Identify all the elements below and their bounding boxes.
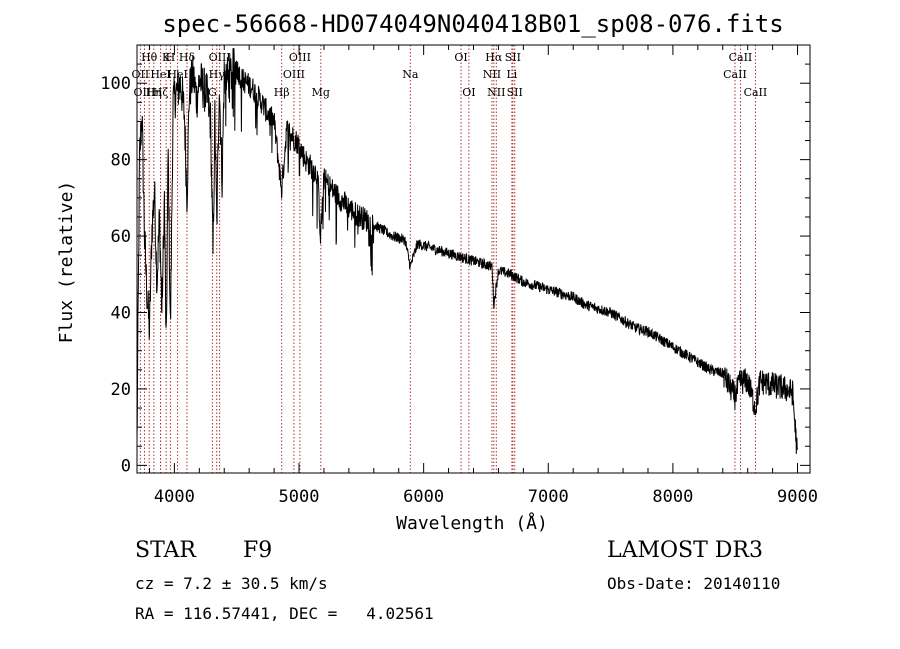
spectral-line-label: Hζ bbox=[153, 86, 169, 99]
y-tick-label: 40 bbox=[111, 304, 131, 324]
y-tick-label: 60 bbox=[111, 227, 131, 247]
spectral-line-label: Mg bbox=[312, 86, 330, 99]
x-axis-ticks: 4000 5000 6000 7000 8000 9000 bbox=[148, 45, 818, 507]
x-tick-label: 9000 bbox=[777, 487, 818, 507]
spectral-line-label: CaII bbox=[729, 51, 753, 64]
x-tick-label: 7000 bbox=[528, 487, 569, 507]
spectral-line-label: NII bbox=[487, 86, 505, 99]
y-tick-label: 20 bbox=[111, 380, 131, 400]
object-subclass: F9 bbox=[243, 538, 273, 563]
spectral-line-label: Li bbox=[506, 68, 517, 81]
spectral-line-label: CaII bbox=[723, 68, 747, 81]
chart-title: spec-56668-HD074049N040418B01_sp08-076.f… bbox=[162, 10, 783, 38]
y-tick-label: 0 bbox=[121, 456, 131, 476]
spectral-line-labels: HθOIIOIIIKHHeIHηHζHδHeIOIIIHγGOIIIOIIIHβ… bbox=[132, 51, 768, 99]
spectral-line-label: OIII bbox=[283, 68, 305, 81]
y-axis-ticks: 0 20 40 60 80 100 bbox=[100, 63, 810, 476]
spectral-line-label: Na bbox=[402, 68, 419, 81]
x-tick-label: 6000 bbox=[403, 487, 444, 507]
y-tick-label: 100 bbox=[100, 74, 131, 94]
spectral-line-label: Hβ bbox=[274, 86, 290, 99]
spectral-line-label: G bbox=[208, 86, 217, 99]
spectral-line-label: OI bbox=[462, 86, 475, 99]
observation-date: Obs-Date: 20140110 bbox=[607, 574, 781, 593]
spectrum-line bbox=[136, 47, 798, 455]
spectral-line-label: OIII bbox=[289, 51, 311, 64]
spectral-line-label: SII bbox=[505, 51, 521, 64]
spectral-line-label: SII bbox=[507, 86, 523, 99]
spectral-line-label: OI bbox=[454, 51, 467, 64]
spectral-line-label: OIII bbox=[133, 86, 155, 99]
spectral-line-label: CaII bbox=[744, 86, 768, 99]
survey-name: LAMOST DR3 bbox=[607, 538, 763, 563]
y-axis-label: Flux (relative) bbox=[56, 181, 77, 344]
spectral-line-label: OIII bbox=[209, 51, 231, 64]
x-tick-label: 5000 bbox=[279, 487, 320, 507]
spectral-line-label: Hγ bbox=[209, 68, 226, 81]
spectral-line-label: Hα bbox=[485, 51, 503, 64]
sky-coordinates: RA = 116.57441, DEC = 4.02561 bbox=[135, 604, 434, 623]
object-class: STAR bbox=[135, 538, 196, 563]
x-tick-label: 8000 bbox=[652, 487, 693, 507]
spectral-line-label: HeI bbox=[150, 68, 170, 81]
spectral-line-label: H bbox=[166, 51, 176, 64]
x-tick-label: 4000 bbox=[154, 487, 195, 507]
spectral-line-label: K bbox=[162, 51, 171, 64]
spectral-line-label: Hθ bbox=[141, 51, 158, 64]
spectral-line-label: NII bbox=[483, 68, 501, 81]
redshift-value: cz = 7.2 ± 30.5 km/s bbox=[135, 574, 328, 593]
x-axis-label: Wavelength (Å) bbox=[396, 512, 548, 534]
spectral-line-label: OII bbox=[132, 68, 150, 81]
spectral-line-markers bbox=[139, 45, 756, 473]
y-tick-label: 80 bbox=[111, 151, 131, 171]
spectral-line-label: Hη bbox=[146, 86, 162, 99]
